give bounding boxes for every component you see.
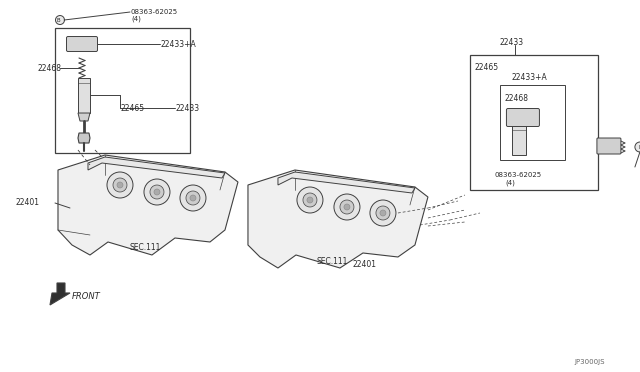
Polygon shape — [88, 157, 225, 178]
Text: 08363-62025: 08363-62025 — [131, 9, 178, 15]
Circle shape — [303, 193, 317, 207]
Bar — [78, 78, 90, 113]
Polygon shape — [50, 283, 70, 305]
Polygon shape — [248, 170, 428, 268]
Text: (4): (4) — [131, 16, 141, 22]
Bar — [512, 125, 526, 155]
Text: 22433: 22433 — [500, 38, 524, 46]
Circle shape — [117, 182, 123, 188]
Circle shape — [380, 210, 386, 216]
Text: 22433+A: 22433+A — [512, 73, 548, 81]
Circle shape — [334, 194, 360, 220]
Circle shape — [180, 185, 206, 211]
Circle shape — [144, 179, 170, 205]
Bar — [470, 55, 598, 190]
Text: 22401: 22401 — [353, 260, 377, 269]
Polygon shape — [278, 172, 415, 193]
Text: SEC.111: SEC.111 — [317, 257, 348, 266]
Text: 22465: 22465 — [475, 62, 499, 71]
Text: 22433: 22433 — [176, 103, 200, 112]
Text: 22465: 22465 — [121, 103, 145, 112]
Text: 22433+A: 22433+A — [161, 39, 196, 48]
Bar — [500, 85, 565, 160]
Text: B: B — [56, 17, 60, 23]
FancyBboxPatch shape — [506, 109, 540, 126]
Circle shape — [370, 200, 396, 226]
Circle shape — [107, 172, 133, 198]
Text: 08363-62025: 08363-62025 — [495, 172, 542, 178]
Circle shape — [150, 185, 164, 199]
Circle shape — [56, 16, 65, 25]
Circle shape — [340, 200, 354, 214]
Text: SEC.111: SEC.111 — [130, 244, 161, 253]
FancyBboxPatch shape — [67, 36, 97, 51]
Polygon shape — [78, 133, 90, 143]
Circle shape — [113, 178, 127, 192]
Text: FRONT: FRONT — [72, 292, 100, 301]
Circle shape — [344, 204, 350, 210]
Circle shape — [635, 142, 640, 152]
Circle shape — [190, 195, 196, 201]
Polygon shape — [78, 113, 90, 121]
Text: 22401: 22401 — [16, 199, 40, 208]
Circle shape — [297, 187, 323, 213]
Circle shape — [307, 197, 313, 203]
Text: B: B — [638, 144, 640, 150]
Circle shape — [376, 206, 390, 220]
Circle shape — [154, 189, 160, 195]
Polygon shape — [58, 155, 238, 255]
Text: (4): (4) — [505, 180, 515, 186]
FancyBboxPatch shape — [597, 138, 621, 154]
Circle shape — [186, 191, 200, 205]
Text: JP3000JS: JP3000JS — [575, 359, 605, 365]
Bar — [55, 28, 190, 153]
Text: 22468: 22468 — [505, 93, 529, 103]
Text: 22468: 22468 — [38, 64, 62, 73]
